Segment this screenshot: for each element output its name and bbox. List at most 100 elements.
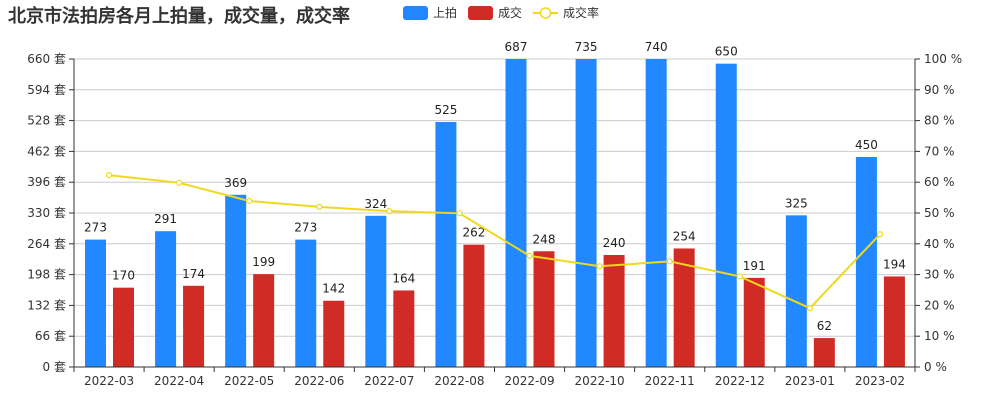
left-tick-label: 528 套 bbox=[27, 114, 66, 128]
x-tick-label: 2022-09 bbox=[504, 374, 554, 388]
bar-listing bbox=[365, 215, 387, 367]
bar-label: 254 bbox=[673, 229, 696, 243]
right-tick-label: 10 % bbox=[924, 329, 955, 343]
bar-label: 174 bbox=[182, 267, 205, 281]
x-tick-label: 2022-12 bbox=[715, 374, 765, 388]
left-tick-label: 462 套 bbox=[27, 144, 66, 158]
bar-listing bbox=[855, 157, 877, 367]
bar-label: 194 bbox=[883, 257, 906, 271]
bar-deal bbox=[813, 338, 835, 367]
left-tick-label: 396 套 bbox=[27, 175, 66, 189]
bar-deal bbox=[463, 244, 485, 367]
bar-listing bbox=[85, 239, 106, 367]
x-tick-label: 2023-02 bbox=[855, 374, 905, 388]
bar-deal bbox=[183, 285, 205, 367]
rate-point bbox=[736, 273, 743, 280]
bar-label: 170 bbox=[112, 269, 135, 283]
left-tick-label: 66 套 bbox=[35, 329, 66, 343]
x-tick-label: 2022-08 bbox=[434, 374, 484, 388]
legend-label: 成交 bbox=[498, 5, 522, 20]
bar-deal bbox=[113, 287, 134, 367]
legend-swatch bbox=[403, 6, 428, 20]
right-tick-label: 60 % bbox=[924, 175, 955, 189]
bar-label: 525 bbox=[434, 103, 457, 117]
bar-listing bbox=[505, 59, 527, 367]
right-tick-label: 0 % bbox=[924, 360, 947, 374]
bar-listing bbox=[295, 239, 317, 367]
rate-point bbox=[526, 252, 533, 259]
right-tick-label: 20 % bbox=[924, 298, 955, 312]
bar-label: 248 bbox=[533, 232, 556, 246]
x-tick-label: 2022-04 bbox=[154, 374, 204, 388]
x-tick-label: 2022-10 bbox=[575, 374, 625, 388]
bar-label: 273 bbox=[294, 221, 317, 235]
x-tick-label: 2022-05 bbox=[224, 374, 274, 388]
bar-label: 262 bbox=[462, 226, 485, 240]
bar-listing bbox=[155, 231, 177, 367]
rate-line bbox=[108, 174, 881, 310]
left-tick-label: 330 套 bbox=[27, 206, 66, 220]
bar-listing bbox=[435, 122, 457, 367]
rate-point bbox=[456, 210, 463, 217]
legend-marker bbox=[539, 7, 552, 19]
bar-label: 324 bbox=[364, 197, 387, 211]
right-tick-label: 50 % bbox=[924, 206, 955, 220]
bar-deal bbox=[393, 290, 415, 367]
right-tick-label: 40 % bbox=[924, 237, 955, 251]
bar-label: 740 bbox=[645, 40, 668, 54]
bar-label: 735 bbox=[575, 40, 598, 54]
bar-label: 273 bbox=[84, 221, 107, 235]
bar-deal bbox=[743, 277, 765, 367]
bar-label: 142 bbox=[322, 282, 345, 296]
legend-label: 上拍 bbox=[433, 5, 457, 20]
bar-listing bbox=[785, 215, 807, 367]
bar-deal bbox=[673, 248, 695, 367]
left-tick-label: 132 套 bbox=[27, 298, 66, 312]
x-tick-label: 2023-01 bbox=[785, 374, 835, 388]
bar-label: 687 bbox=[505, 40, 528, 54]
left-tick-label: 264 套 bbox=[27, 237, 66, 251]
bar-deal bbox=[533, 251, 555, 367]
rate-point bbox=[596, 263, 603, 270]
bar-label: 291 bbox=[154, 212, 177, 226]
rate-point bbox=[386, 208, 393, 215]
right-tick-label: 90 % bbox=[924, 83, 955, 97]
right-tick-label: 100 % bbox=[924, 52, 962, 66]
bar-label: 450 bbox=[855, 138, 878, 152]
bar-deal bbox=[603, 255, 625, 367]
x-tick-label: 2022-06 bbox=[294, 374, 344, 388]
bar-deal bbox=[323, 300, 345, 367]
rate-point bbox=[176, 179, 183, 186]
right-tick-label: 70 % bbox=[924, 144, 955, 158]
bar-label: 191 bbox=[743, 259, 766, 273]
left-tick-label: 198 套 bbox=[27, 268, 66, 282]
bar-label: 62 bbox=[817, 319, 832, 333]
bar-listing bbox=[225, 194, 247, 367]
legend-label: 成交率 bbox=[563, 5, 599, 20]
bar-label: 164 bbox=[392, 271, 415, 285]
bar-label: 650 bbox=[715, 45, 738, 59]
bar-listing bbox=[645, 59, 667, 367]
left-tick-label: 0 套 bbox=[43, 360, 66, 374]
rate-point bbox=[876, 231, 884, 238]
rate-point bbox=[105, 172, 113, 179]
right-tick-label: 80 % bbox=[924, 114, 955, 128]
x-tick-label: 2022-03 bbox=[84, 374, 134, 388]
right-tick-label: 30 % bbox=[924, 268, 955, 282]
bar-listing bbox=[575, 59, 597, 367]
bar-deal bbox=[883, 276, 905, 367]
rate-point bbox=[666, 258, 673, 265]
rate-point bbox=[806, 305, 813, 312]
bar-label: 199 bbox=[252, 255, 275, 269]
bar-label: 369 bbox=[224, 176, 247, 190]
bar-deal bbox=[253, 274, 275, 367]
bar-label: 325 bbox=[785, 196, 808, 210]
bar-listing bbox=[715, 63, 737, 367]
bar-label: 240 bbox=[603, 236, 626, 250]
legend-swatch bbox=[468, 6, 493, 20]
rate-point bbox=[246, 197, 253, 205]
left-tick-label: 594 套 bbox=[27, 83, 66, 97]
rate-point bbox=[316, 203, 323, 210]
